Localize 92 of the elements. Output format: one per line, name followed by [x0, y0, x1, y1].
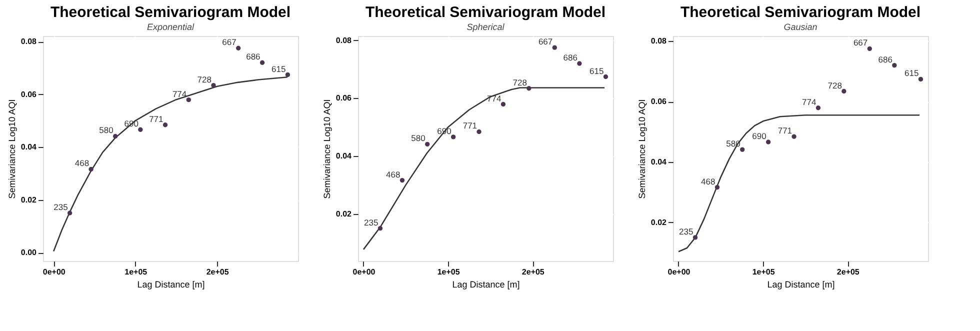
point	[892, 62, 897, 68]
x-tick-label: 1e+05	[124, 268, 148, 276]
point	[186, 97, 191, 102]
x-tick-label: 0e+00	[352, 268, 376, 276]
point	[285, 72, 290, 78]
annotation: 667	[222, 37, 237, 48]
annotation: 690	[752, 131, 767, 142]
annotation: 468	[386, 169, 400, 180]
point	[378, 226, 383, 231]
annotation: 686	[563, 52, 578, 62]
point	[526, 86, 532, 91]
chart-subtitle: Gausian	[784, 22, 818, 32]
y-tick-label: 0.04	[20, 142, 38, 152]
point	[867, 46, 872, 52]
x-axis-title: Lag Distance [m]	[137, 280, 205, 290]
annotation: 774	[802, 96, 816, 107]
point	[476, 129, 482, 134]
annotation: 468	[701, 176, 716, 186]
annotation: 686	[246, 52, 261, 62]
y-tick-label: 0.06	[650, 97, 668, 106]
point	[766, 140, 771, 144]
y-tick-label: 0.00	[20, 248, 38, 258]
point	[450, 134, 456, 140]
annotation: 235	[679, 226, 694, 236]
annotation: 615	[590, 66, 604, 76]
annotation: 580	[99, 125, 114, 136]
x-tick-label: 2e+05	[836, 268, 860, 276]
y-tick-label: 0.02	[20, 195, 38, 204]
y-tick-label: 0.08	[336, 36, 352, 45]
annotation: 774	[172, 88, 187, 99]
point	[211, 82, 216, 88]
chart-title: Theoretical Semivariogram Model	[680, 4, 921, 21]
annotation: 728	[197, 74, 212, 84]
point	[67, 210, 72, 216]
annotation: 667	[538, 36, 553, 47]
chart-subtitle: Spherical	[466, 22, 506, 32]
x-axis-title: Lag Distance [m]	[452, 280, 520, 290]
annotation: 615	[904, 68, 919, 78]
line-series	[362, 87, 606, 250]
chart-title: Theoretical Semivariogram Model	[50, 4, 291, 21]
y-tick-label: 0.02	[336, 209, 352, 218]
point	[842, 88, 846, 94]
y-tick-label: 0.08	[20, 37, 38, 46]
chart-subtitle: Exponential	[146, 22, 196, 32]
point	[577, 61, 582, 66]
x-axis-title: Lag Distance [m]	[767, 280, 835, 290]
point	[792, 134, 796, 139]
y-axis-title: Semivariance Log10 AQI	[6, 99, 17, 199]
annotation: 615	[272, 64, 286, 74]
y-tick-label: 0.06	[20, 90, 38, 99]
annotation: 686	[878, 54, 893, 64]
annotation: 771	[149, 114, 164, 124]
point	[500, 102, 506, 107]
chart-title: Theoretical Semivariogram Model	[365, 4, 606, 21]
point	[714, 184, 720, 190]
point	[162, 122, 168, 128]
point	[260, 60, 265, 65]
point	[112, 134, 118, 139]
annotation: 728	[512, 77, 528, 88]
point	[918, 76, 924, 82]
line-series	[678, 114, 920, 252]
y-axis-title: Semivariance Log10 AQI	[636, 99, 647, 199]
x-tick-label: 0e+00	[42, 268, 66, 276]
annotation: 667	[853, 38, 868, 48]
point	[425, 142, 430, 146]
y-tick-label: 0.04	[650, 157, 668, 166]
annotation: 771	[462, 120, 478, 131]
x-tick-label: 1e+05	[437, 268, 460, 276]
y-tick-label: 0.02	[650, 218, 668, 227]
y-axis-title: Semivariance Log10 AQI	[322, 99, 332, 199]
point	[816, 106, 821, 110]
annotation: 728	[828, 80, 842, 90]
point	[603, 74, 608, 80]
annotation: 468	[74, 158, 90, 168]
point	[400, 178, 405, 183]
point	[692, 235, 698, 240]
point	[88, 166, 94, 172]
point	[740, 147, 745, 152]
y-tick-label: 0.08	[650, 36, 668, 46]
annotation: 235	[54, 202, 68, 212]
annotation: 235	[364, 217, 379, 228]
x-tick-label: 2e+05	[206, 268, 230, 276]
y-tick-label: 0.04	[336, 152, 352, 161]
annotation: 580	[411, 133, 426, 144]
x-tick-label: 0e+00	[668, 268, 691, 276]
point	[552, 45, 557, 50]
annotation: 771	[778, 126, 792, 136]
x-tick-label: 2e+05	[522, 268, 545, 276]
point	[236, 46, 241, 50]
y-tick-label: 0.06	[336, 94, 352, 103]
x-tick-label: 1e+05	[752, 268, 776, 276]
point	[138, 127, 143, 132]
